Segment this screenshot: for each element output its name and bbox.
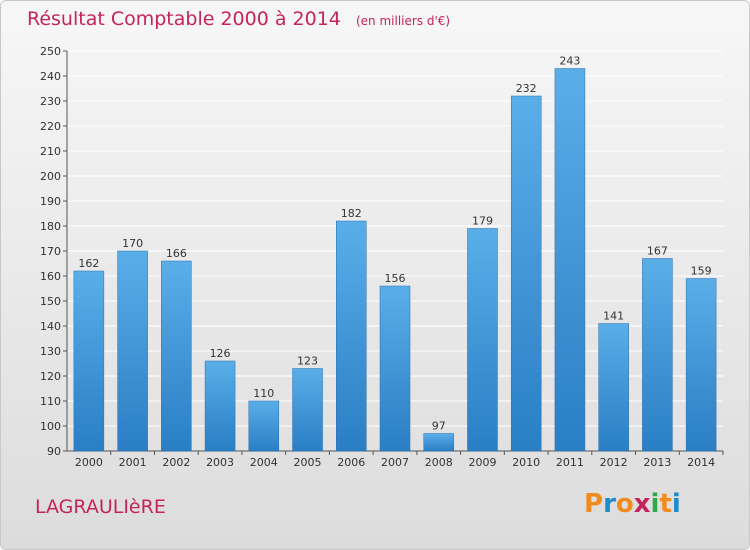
- logo-letter: P: [584, 489, 604, 519]
- bar: [117, 250, 148, 452]
- x-tick-label: 2006: [337, 456, 365, 469]
- x-tick-label: 2003: [206, 456, 234, 469]
- commune-name: LAGRAULIèRE: [35, 496, 166, 518]
- y-tick-label: 180: [40, 220, 61, 233]
- data-label: 166: [166, 247, 187, 260]
- logo-letter: i: [671, 489, 681, 519]
- y-tick-label: 150: [40, 295, 61, 308]
- bar: [642, 258, 673, 452]
- x-tick-label: 2000: [75, 456, 103, 469]
- data-label: 170: [122, 237, 143, 250]
- x-tick-label: 2007: [381, 456, 409, 469]
- logo-letter: r: [603, 489, 616, 519]
- y-tick-label: 170: [40, 245, 61, 258]
- data-label: 123: [297, 355, 318, 368]
- bar: [467, 228, 498, 452]
- y-tick-label: 120: [40, 370, 61, 383]
- y-tick-label: 220: [40, 120, 61, 133]
- proxiti-logo: Proxiti: [584, 489, 681, 519]
- bar: [423, 433, 454, 452]
- data-label: 179: [472, 215, 493, 228]
- data-label: 182: [341, 207, 362, 220]
- bar: [510, 95, 542, 452]
- bar: [292, 368, 323, 452]
- x-tick-label: 2008: [425, 456, 453, 469]
- y-tick-label: 210: [40, 145, 61, 158]
- data-label: 159: [691, 265, 712, 278]
- x-tick-label: 2012: [600, 456, 628, 469]
- x-tick-label: 2009: [468, 456, 496, 469]
- x-tick-label: 2004: [250, 456, 278, 469]
- data-label: 243: [559, 55, 580, 68]
- y-tick-label: 90: [47, 445, 61, 458]
- x-tick-label: 2010: [512, 456, 540, 469]
- logo-letter: t: [659, 489, 672, 519]
- data-label: 110: [253, 387, 274, 400]
- data-label: 232: [516, 82, 537, 95]
- data-label: 162: [78, 257, 99, 270]
- data-label: 97: [432, 420, 446, 433]
- data-label: 141: [603, 310, 624, 323]
- y-tick-label: 130: [40, 345, 61, 358]
- bar: [554, 68, 586, 452]
- chart-title: Résultat Comptable 2000 à 2014 (en milli…: [27, 8, 450, 30]
- y-tick-label: 160: [40, 270, 61, 283]
- bar: [685, 278, 717, 452]
- unit-note: (en milliers d'€): [355, 14, 451, 28]
- x-tick-label: 2014: [687, 456, 715, 469]
- x-tick-label: 2005: [294, 456, 322, 469]
- y-tick-label: 190: [40, 195, 61, 208]
- x-tick-label: 2001: [119, 456, 147, 469]
- data-label: 156: [385, 272, 406, 285]
- bar: [379, 285, 411, 452]
- data-label: 126: [210, 347, 231, 360]
- data-label: 167: [647, 245, 668, 258]
- bar: [598, 323, 629, 452]
- bar: [73, 270, 105, 452]
- y-tick-label: 200: [40, 170, 61, 183]
- y-tick-label: 240: [40, 70, 61, 83]
- y-tick-label: 140: [40, 320, 61, 333]
- x-tick-label: 2002: [162, 456, 190, 469]
- logo-letter: i: [650, 489, 660, 519]
- bar: [161, 260, 192, 452]
- y-tick-label: 100: [40, 420, 61, 433]
- logo-letter: x: [633, 489, 651, 519]
- x-tick-label: 2013: [643, 456, 671, 469]
- bar: [336, 220, 367, 452]
- title-text: Résultat Comptable 2000 à 2014: [27, 8, 341, 30]
- x-tick-label: 2011: [556, 456, 584, 469]
- y-tick-label: 250: [40, 45, 61, 58]
- y-tick-label: 110: [40, 395, 61, 408]
- bar: [248, 400, 280, 452]
- logo-letter: o: [615, 489, 634, 519]
- bar: [204, 360, 236, 452]
- y-tick-label: 230: [40, 95, 61, 108]
